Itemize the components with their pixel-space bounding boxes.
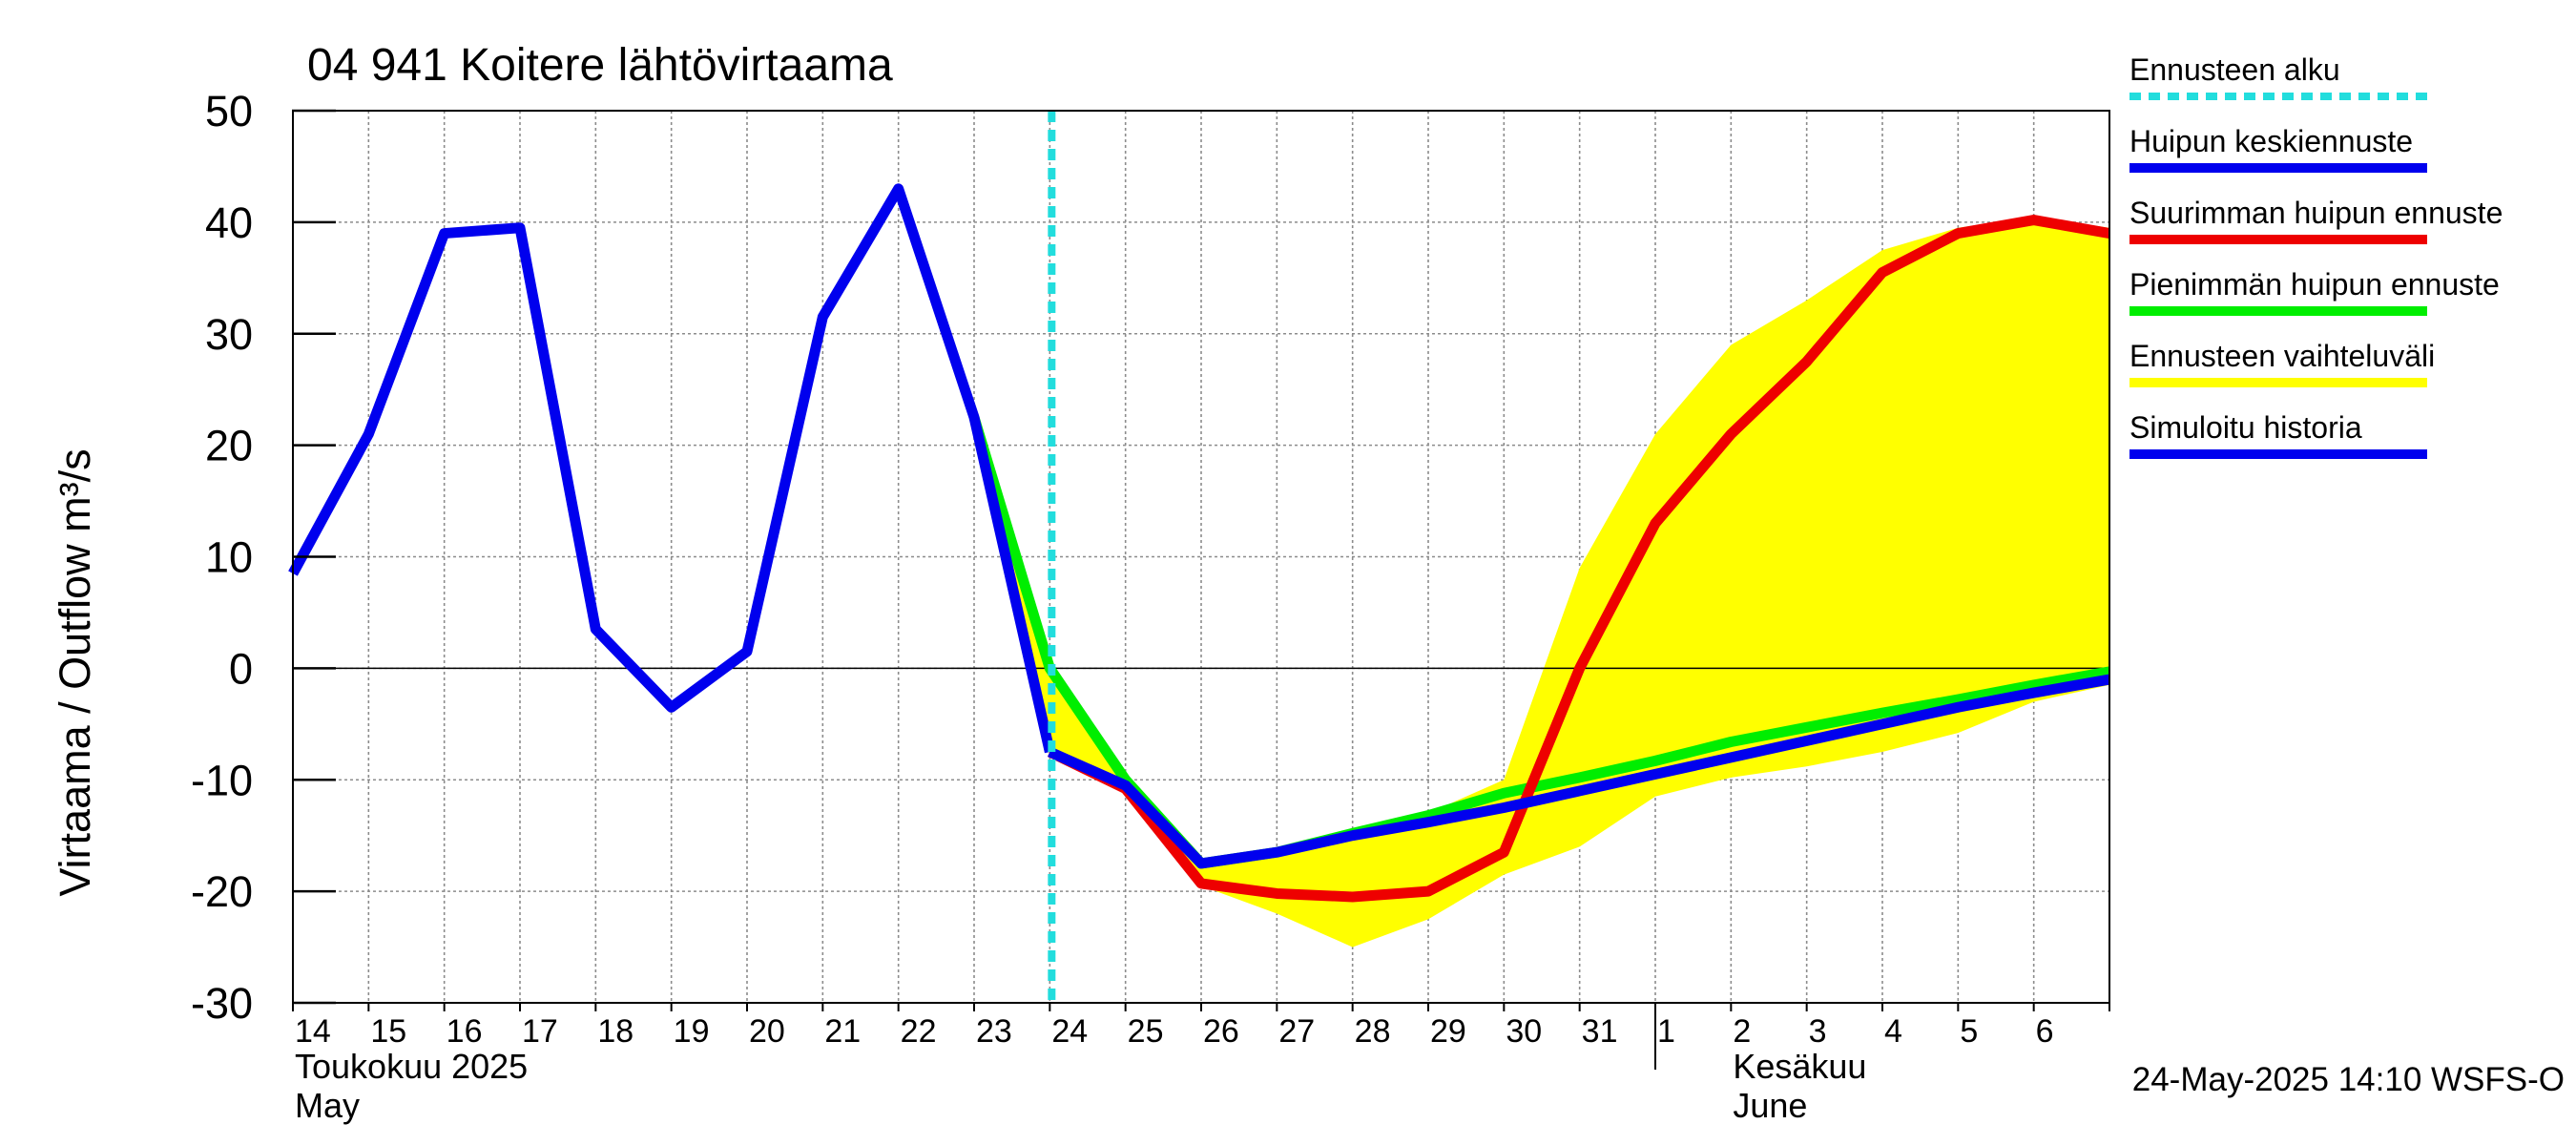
legend-label-huipun-keskiennuste: Huipun keskiennuste xyxy=(2129,124,2413,158)
footer-timestamp: 24-May-2025 14:10 WSFS-O xyxy=(2132,1061,2565,1098)
month-label-english: May xyxy=(295,1086,360,1125)
forecast-range-band-layer xyxy=(974,217,2109,947)
series-layer xyxy=(288,111,2110,1003)
month-label: Toukokuu 2025 xyxy=(295,1047,528,1086)
x-tick-label: 5 xyxy=(1960,1013,1978,1050)
x-tick-label: 6 xyxy=(2036,1013,2054,1050)
forecast-range-band xyxy=(974,217,2109,947)
chart-title: 04 941 Koitere lähtövirtaama xyxy=(307,40,893,91)
x-tick-label: 28 xyxy=(1355,1013,1391,1050)
month-label: Kesäkuu xyxy=(1733,1047,1866,1086)
x-tick-label: 3 xyxy=(1809,1013,1827,1050)
x-tick-label: 25 xyxy=(1128,1013,1164,1050)
series-line-suurimman-huipun-ennuste xyxy=(1047,215,2110,903)
legend-label-simuloitu-historia: Simuloitu historia xyxy=(2129,410,2362,445)
x-tick-label: 31 xyxy=(1582,1013,1618,1050)
y-tick-label: 10 xyxy=(205,533,253,582)
x-tick-label: 19 xyxy=(674,1013,710,1050)
x-tick-label: 29 xyxy=(1430,1013,1466,1050)
axes-frame xyxy=(292,109,2110,1070)
x-tick-label: 16 xyxy=(447,1013,483,1050)
y-tick-label: -20 xyxy=(191,867,253,916)
x-tick-label: 18 xyxy=(597,1013,634,1050)
x-tick-label: 15 xyxy=(370,1013,406,1050)
x-tick-label: 24 xyxy=(1051,1013,1088,1050)
x-tick-label: 17 xyxy=(522,1013,558,1050)
x-tick-label: 22 xyxy=(901,1013,937,1050)
x-tick-label: 26 xyxy=(1203,1013,1239,1050)
y-tick-label: 0 xyxy=(229,644,253,693)
y-tick-label: 30 xyxy=(205,310,253,359)
legend-label-suurimman-huipun-ennuste: Suurimman huipun ennuste xyxy=(2129,196,2503,230)
x-tick-label: 14 xyxy=(295,1013,331,1050)
x-tick-label: 20 xyxy=(749,1013,785,1050)
series-line-simuloitu-historia xyxy=(288,183,1055,754)
x-tick-label: 27 xyxy=(1278,1013,1315,1050)
month-label-english: June xyxy=(1733,1086,1807,1125)
legend-label-pienimman-huipun-ennuste: Pienimmän huipun ennuste xyxy=(2129,267,2500,302)
x-tick-label: 21 xyxy=(824,1013,861,1050)
x-tick-label: 1 xyxy=(1657,1013,1675,1050)
y-tick-label: -30 xyxy=(191,979,253,1028)
legend-label-ennusteen-alku: Ennusteen alku xyxy=(2129,52,2340,87)
x-tick-label: 23 xyxy=(976,1013,1012,1050)
y-tick-label: -10 xyxy=(191,756,253,804)
series-line-huipun-keskiennuste xyxy=(1048,674,2110,869)
y-axis-label: Virtaama / Outflow m³/s xyxy=(51,448,99,896)
legend-label-ennusteen-vaihteluvali: Ennusteen vaihteluväli xyxy=(2129,339,2435,373)
x-tick-label: 4 xyxy=(1884,1013,1902,1050)
y-tick-label: 40 xyxy=(205,198,253,247)
y-tick-label: 50 xyxy=(205,87,253,135)
legend: Ennusteen alku Huipun keskiennuste Suurimm… xyxy=(2129,52,2503,459)
x-tick-label: 30 xyxy=(1506,1013,1542,1050)
y-tick-label: 20 xyxy=(205,422,253,470)
x-tick-label: 2 xyxy=(1733,1013,1751,1050)
